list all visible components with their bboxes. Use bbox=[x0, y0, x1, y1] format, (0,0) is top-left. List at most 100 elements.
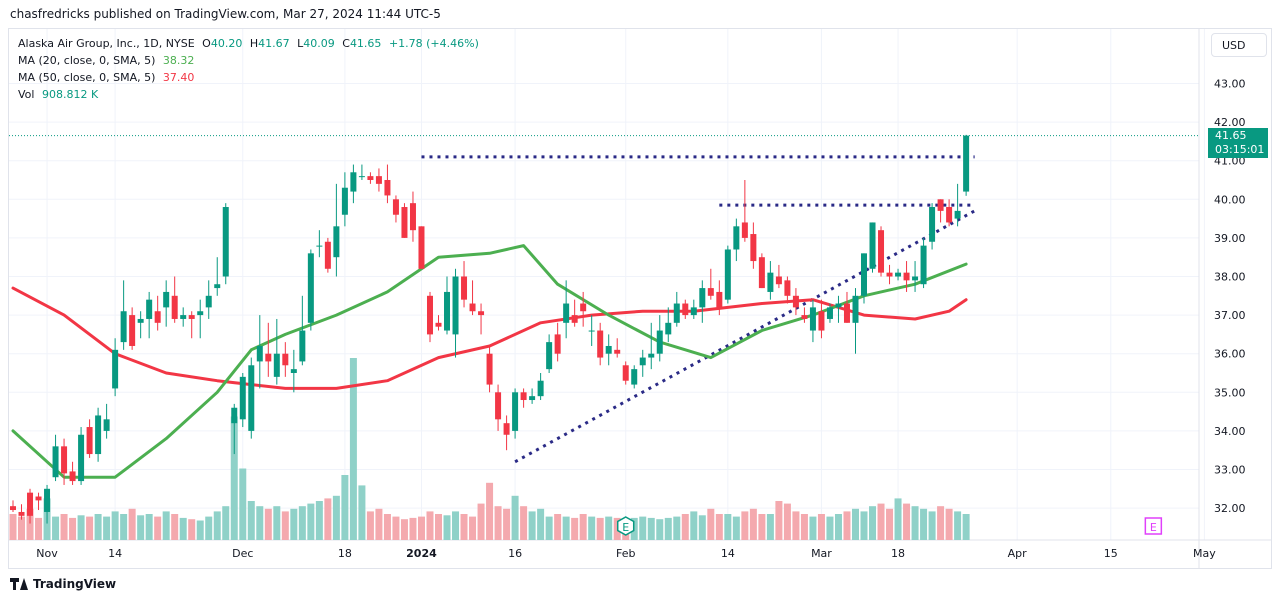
candle-body bbox=[546, 342, 553, 370]
candle-body bbox=[690, 307, 697, 316]
volume-bar bbox=[826, 516, 834, 540]
y-tick-label: 39.00 bbox=[1214, 232, 1246, 245]
legend-high: 41.67 bbox=[258, 37, 290, 50]
candle-body bbox=[869, 222, 876, 269]
volume-bar bbox=[18, 516, 26, 540]
legend-ohlc-row[interactable]: Alaska Air Group, Inc., 1D, NYSE O40.20 … bbox=[18, 35, 483, 52]
legend-close: 41.65 bbox=[349, 37, 382, 50]
volume-bar bbox=[562, 516, 570, 540]
volume-bar bbox=[639, 516, 647, 540]
volume-bar bbox=[673, 516, 681, 540]
volume-bar bbox=[307, 503, 315, 540]
candle-body bbox=[392, 199, 399, 215]
volume-bar bbox=[775, 501, 783, 540]
legend-ma20-row[interactable]: MA (20, close, 0, SMA, 5) 38.32 bbox=[18, 52, 483, 69]
y-tick-label: 33.00 bbox=[1214, 464, 1246, 477]
volume-bar bbox=[239, 468, 247, 540]
candle-body bbox=[929, 207, 936, 242]
x-tick-label: 15 bbox=[1104, 547, 1118, 560]
earnings-marker-future bbox=[1144, 517, 1163, 535]
candle-body bbox=[44, 488, 51, 512]
candle-body bbox=[707, 288, 714, 296]
volume-bar bbox=[954, 511, 962, 540]
candle-body bbox=[69, 471, 76, 482]
volume-bar bbox=[128, 508, 136, 540]
legend-high-key: H bbox=[249, 37, 259, 50]
candle-body bbox=[954, 210, 961, 219]
volume-bar bbox=[843, 511, 851, 540]
currency-button[interactable]: USD bbox=[1211, 33, 1267, 57]
legend-vol-row[interactable]: Vol 908.812 K bbox=[18, 86, 483, 103]
volume-bar bbox=[537, 508, 545, 540]
volume-bar bbox=[332, 495, 340, 540]
volume-bar bbox=[741, 511, 749, 540]
volume-bar bbox=[417, 516, 425, 540]
candle-body bbox=[299, 330, 306, 362]
candle-body bbox=[180, 315, 187, 319]
candle-body bbox=[358, 176, 365, 178]
volume-bar bbox=[894, 498, 902, 540]
x-tick-label: Nov bbox=[36, 547, 58, 560]
volume-bar bbox=[375, 508, 383, 540]
volume-bar bbox=[111, 511, 119, 540]
volume-bar bbox=[145, 514, 153, 540]
volume-bar bbox=[477, 503, 485, 540]
candle-body bbox=[861, 253, 867, 296]
x-tick-label: Mar bbox=[811, 547, 832, 560]
chart-frame[interactable] bbox=[8, 28, 1272, 569]
volume-bar bbox=[698, 515, 706, 540]
volume-bar bbox=[452, 511, 460, 540]
volume-bar bbox=[230, 416, 238, 540]
y-tick-label: 32.00 bbox=[1214, 502, 1246, 515]
candle-body bbox=[120, 311, 127, 343]
candle-body bbox=[537, 380, 544, 397]
volume-bar bbox=[171, 514, 179, 540]
volume-bar bbox=[877, 503, 885, 540]
candle-body bbox=[27, 492, 34, 516]
volume-bar bbox=[928, 511, 936, 540]
volume-bar bbox=[77, 515, 85, 540]
candle-body bbox=[426, 295, 433, 335]
candle-body bbox=[512, 392, 519, 431]
candle-body bbox=[112, 349, 119, 389]
candle-body bbox=[461, 276, 468, 300]
candle-body bbox=[767, 272, 774, 292]
volume-bar bbox=[792, 511, 800, 540]
legend-ma50-row[interactable]: MA (50, close, 0, SMA, 5) 37.40 bbox=[18, 69, 483, 86]
volume-bar bbox=[60, 514, 68, 540]
ascending-trendline bbox=[514, 209, 976, 464]
volume-bar bbox=[800, 514, 808, 540]
candle-body bbox=[367, 176, 374, 180]
volume-bar bbox=[749, 508, 757, 540]
volume-bar bbox=[35, 517, 43, 540]
candle-body bbox=[333, 226, 340, 258]
candle-body bbox=[784, 280, 791, 296]
volume-bar bbox=[213, 511, 221, 540]
candle-body bbox=[273, 353, 280, 377]
candle-body bbox=[61, 446, 68, 474]
tradingview-logo[interactable]: TradingView bbox=[10, 577, 116, 591]
candle-body bbox=[231, 407, 238, 424]
x-tick-label: 14 bbox=[108, 547, 122, 560]
candle-body bbox=[214, 284, 221, 289]
candle-body bbox=[809, 307, 816, 331]
y-tick-label: 35.00 bbox=[1214, 386, 1246, 399]
volume-bar bbox=[851, 508, 859, 540]
x-tick-label: Dec bbox=[232, 547, 253, 560]
candle-body bbox=[163, 291, 170, 308]
candle-body bbox=[137, 318, 144, 323]
volume-bar bbox=[724, 514, 732, 540]
earnings-marker-label: E bbox=[1150, 521, 1157, 534]
candle-body bbox=[307, 253, 314, 323]
candle-body bbox=[435, 322, 442, 327]
candle-body bbox=[418, 226, 425, 269]
candle-body bbox=[563, 303, 570, 323]
volume-bar bbox=[222, 506, 230, 540]
volume-bar bbox=[52, 516, 60, 540]
volume-bar bbox=[281, 511, 289, 540]
volume-bar bbox=[426, 511, 434, 540]
volume-bar bbox=[341, 475, 349, 540]
volume-bar bbox=[937, 506, 945, 540]
volume-bar bbox=[460, 514, 468, 540]
